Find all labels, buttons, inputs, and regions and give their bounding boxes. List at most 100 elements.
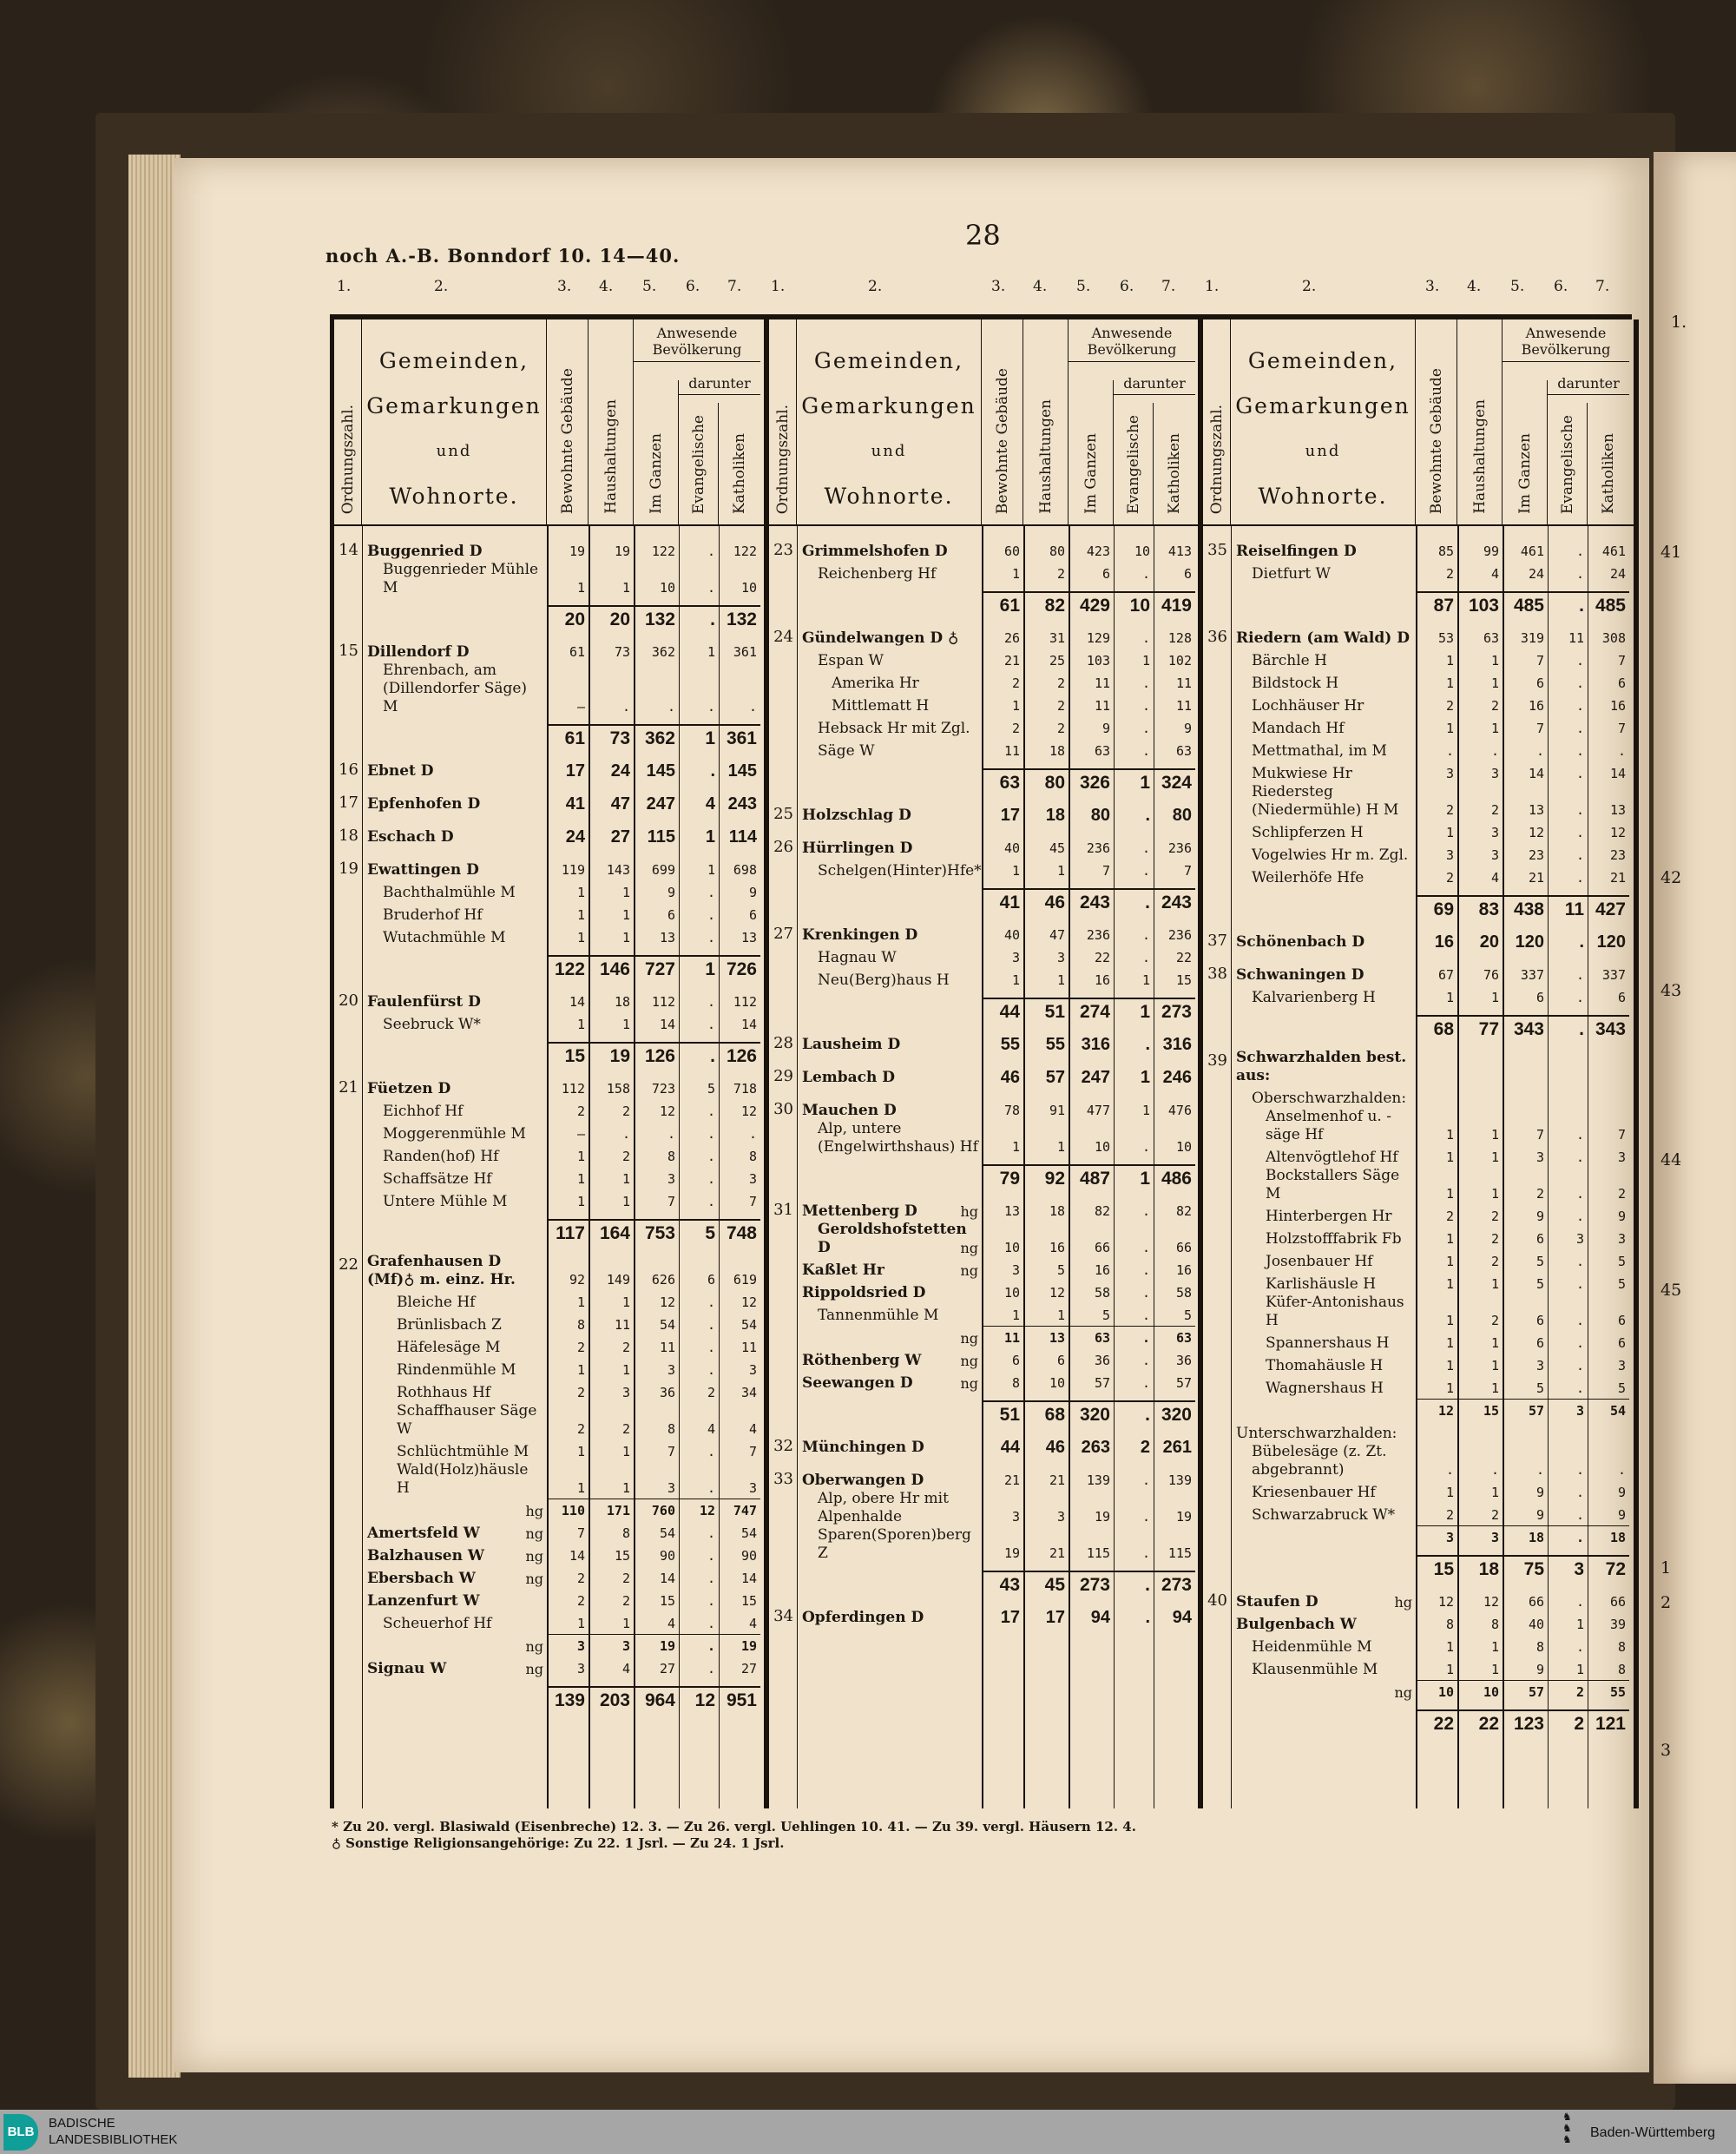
value-catholics: 747 [719,1499,760,1520]
value-households: 1 [1490,1358,1499,1373]
header-katholiken: Katholiken [719,403,760,524]
place-name: Eichhof Hf [362,1103,547,1121]
total-row: 20 20 132. 132 [334,597,765,629]
value-protestants: . [1575,990,1584,1005]
value-buildings: 19 [1003,1545,1020,1561]
row-number [769,1221,797,1223]
value-buildings: 22 [1416,1709,1457,1733]
value-population: 58 [1094,1285,1110,1301]
place-name-text: Oberwangen D [802,1472,924,1489]
value-households: 2 [621,1149,630,1164]
place-name-text: Lanzenfurt W [367,1592,480,1610]
table-row: 34 Opferdingen D 17 17 94. 94 [769,1604,1200,1627]
place-name: Mukwiese Hr [1231,765,1416,783]
value-population: 57 [1503,1399,1548,1420]
value-population: 5 [1535,1254,1544,1269]
value-population: 12 [659,1103,675,1119]
value-households: 13 [1023,1326,1069,1347]
value-households: . [621,1126,630,1142]
value-catholics: 120 [1596,932,1626,952]
place-tag: hg [525,1503,543,1519]
row-number [769,858,797,860]
total-row: 139 203 964 12 951 [334,1678,765,1709]
place-name: Unterschwarzhalden: [1231,1425,1416,1443]
value-buildings: 63 [982,768,1023,792]
value-buildings: 2 [1445,1209,1454,1224]
blb-logo[interactable]: BLB [3,2114,38,2151]
column-number: 1. [337,278,352,295]
place-name: Ewattingen D [362,861,547,879]
value-buildings: 11 [1003,743,1020,759]
column-number: 6. [686,278,700,295]
place-name-text: Staufen D [1236,1593,1318,1611]
value-protestants: . [1575,1594,1584,1610]
value-population: 362 [651,644,675,660]
value-buildings: 21 [1003,653,1020,669]
row-number [1203,1167,1231,1169]
row-number [769,715,797,718]
place-name: Opferdingen D [797,1609,982,1627]
value-buildings: 1 [1445,1149,1454,1165]
value-buildings: 1 [1011,1308,1020,1323]
header-haushaltungen: Haushaltungen [589,319,634,524]
place-name: Bulgenbach W [1231,1616,1416,1634]
value-buildings: 1 [1445,825,1454,840]
value-catholics: 619 [733,1272,757,1288]
value-catholics: 145 [727,761,757,781]
value-protestants: 2 [1140,1438,1150,1457]
header-haushaltungen: Haushaltungen [1023,319,1069,524]
header-gemeinden-line: Wohnorte. [389,484,519,509]
value-catholics: 16 [1609,698,1626,714]
value-buildings: 2 [1445,698,1454,714]
value-population: 9 [667,885,675,900]
value-population: 8 [1535,1639,1544,1655]
value-protestants: . [707,1194,715,1209]
table-row: Untere Mühle M 1 1 7. 7 [334,1189,765,1211]
table-row: Riedersteg (Niedermühle) H M 2 2 13. 13 [1203,783,1634,820]
place-name: Häfelesäge M [362,1339,547,1357]
value-buildings: 112 [561,1081,585,1097]
value-protestants: . [1141,840,1150,856]
value-buildings: 139 [547,1686,589,1709]
value-population: 19 [634,1634,679,1656]
place-name-text: Seebruck W* [383,1016,481,1033]
table-row: Josenbauer Hf 1 2 5. 5 [1203,1248,1634,1271]
table-row: 33 Oberwangen D 21 21 139. 139 [769,1467,1200,1490]
place-name-text: Rindenmühle M [397,1361,516,1379]
table-row: Thomahäusle H 1 1 3. 3 [1203,1353,1634,1375]
table-row: Häfelesäge M 2 2 11. 11 [334,1334,765,1357]
table-row: 21 Füetzen D 112 158 723 5 718 [334,1076,765,1098]
value-households: 63 [1483,630,1499,646]
place-name-text: Buggenried D [367,543,483,560]
book-page [174,158,1649,2072]
value-catholics: 112 [733,994,757,1010]
value-population: 320 [1069,1400,1114,1424]
place-name-text: Wald(Holz)häusle H [397,1461,529,1497]
value-households: 1 [621,1362,630,1378]
value-population: 964 [634,1686,679,1709]
row-number [769,1280,797,1282]
value-households: 2 [1490,802,1499,818]
value-catholics: 261 [1162,1438,1192,1457]
value-households: 2 [621,1340,630,1355]
library-name-line2: LANDESBIBLIOTHEK [49,2132,178,2147]
value-protestants: . [1575,1276,1584,1292]
place-name: Ehrenbach, am (Dillendorfer Säge) M [362,662,547,716]
value-population: 485 [1503,591,1548,615]
value-buildings: 61 [547,724,589,748]
value-buildings: 1 [576,885,585,900]
value-catholics: 324 [1154,768,1195,792]
table-body: 14 Buggenried D 19 19 122. 122 Buggenrieder Mü… [334,526,765,1709]
value-households: 57 [1045,1068,1065,1087]
value-households: 10 [1049,1375,1065,1391]
value-protestants: 1 [1575,1617,1584,1632]
value-catholics: 126 [719,1042,760,1065]
place-name: Reiselfingen D [1231,543,1416,561]
row-number [1203,1353,1231,1355]
value-catholics: 7 [748,1444,757,1459]
column-rule [982,524,983,1808]
row-number [769,1370,797,1373]
value-protestants: . [707,1171,715,1187]
row-number: 38 [1207,965,1227,983]
value-catholics: 57 [1175,1375,1192,1391]
